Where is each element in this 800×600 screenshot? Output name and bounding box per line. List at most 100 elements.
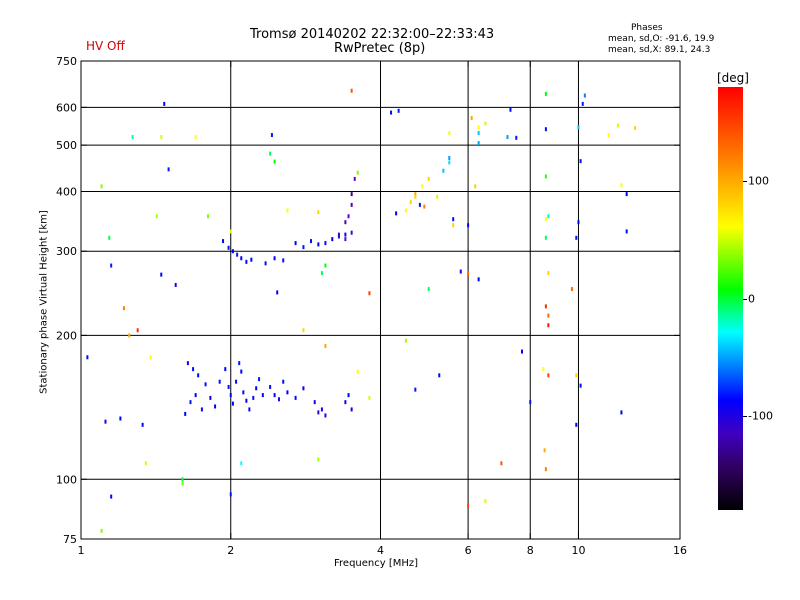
data-point xyxy=(224,367,227,372)
data-point-mark xyxy=(544,467,547,472)
data-point-mark xyxy=(542,367,545,372)
data-point-mark xyxy=(131,135,134,140)
data-point xyxy=(544,467,547,472)
data-point xyxy=(136,328,139,333)
data-point xyxy=(240,369,243,374)
data-point xyxy=(269,384,272,389)
data-point-mark xyxy=(544,91,547,96)
data-point-mark xyxy=(438,373,441,378)
data-point-mark xyxy=(579,383,582,388)
data-point-mark xyxy=(222,239,225,244)
data-point xyxy=(197,373,200,378)
data-point xyxy=(356,369,359,374)
data-point-mark xyxy=(625,229,628,234)
data-point-mark xyxy=(467,271,470,276)
data-point-mark xyxy=(108,235,111,240)
data-point xyxy=(231,401,234,406)
data-point xyxy=(474,184,477,189)
data-point xyxy=(100,528,103,533)
data-point xyxy=(110,494,113,499)
data-point-mark xyxy=(104,419,107,424)
data-point-mark xyxy=(414,387,417,392)
data-point xyxy=(607,133,610,138)
data-point xyxy=(579,383,582,388)
data-point-mark xyxy=(607,133,610,138)
data-point xyxy=(484,121,487,126)
data-point xyxy=(404,338,407,343)
data-point-mark xyxy=(344,400,347,405)
data-point xyxy=(390,110,393,115)
data-point xyxy=(250,257,253,262)
data-point xyxy=(144,461,147,466)
data-point-mark xyxy=(331,237,334,242)
y-axis-label: Stationary phase Virtual Height [km] xyxy=(38,210,50,394)
colorbar-tick-label: 0 xyxy=(748,292,755,305)
data-point-mark xyxy=(368,395,371,400)
data-point-mark xyxy=(448,156,451,161)
data-point xyxy=(174,282,177,287)
y-tick-label: 400 xyxy=(56,185,77,198)
data-point-mark xyxy=(294,395,297,400)
data-point-mark xyxy=(620,410,623,415)
x-tick-label: 8 xyxy=(527,544,534,557)
data-point xyxy=(273,159,276,164)
data-point-mark xyxy=(282,379,285,384)
data-point xyxy=(302,245,305,250)
data-point xyxy=(277,397,280,402)
data-point-mark xyxy=(261,393,264,398)
data-point-mark xyxy=(395,211,398,216)
data-point-mark xyxy=(231,249,234,254)
data-point-mark xyxy=(547,323,550,328)
data-point-mark xyxy=(547,313,550,318)
x-tick-label: 10 xyxy=(571,544,585,557)
data-point xyxy=(467,271,470,276)
phases-x-mode-stats: mean, sd,X: 89.1, 24.3 xyxy=(608,45,711,55)
data-point xyxy=(620,410,623,415)
data-point-mark xyxy=(286,208,289,213)
data-point xyxy=(264,261,267,266)
data-point xyxy=(414,194,417,199)
data-point xyxy=(86,355,89,360)
data-point xyxy=(245,398,248,403)
data-point xyxy=(131,135,134,140)
data-point-mark xyxy=(344,220,347,225)
grid-lines xyxy=(81,61,680,539)
data-point-mark xyxy=(477,141,480,146)
data-point xyxy=(317,410,320,415)
data-point-mark xyxy=(583,93,586,98)
data-point-mark xyxy=(500,461,503,466)
data-point-mark xyxy=(317,410,320,415)
data-point xyxy=(240,461,243,466)
data-point xyxy=(581,101,584,106)
data-point-mark xyxy=(459,269,462,274)
data-point xyxy=(427,176,430,181)
data-point xyxy=(347,393,350,398)
data-point xyxy=(575,422,578,427)
data-point-mark xyxy=(200,407,203,412)
data-point-mark xyxy=(240,369,243,374)
data-point xyxy=(575,373,578,378)
data-point xyxy=(350,88,353,93)
data-point-mark xyxy=(214,404,217,409)
data-point-mark xyxy=(579,159,582,164)
data-point xyxy=(337,232,340,237)
data-point-mark xyxy=(397,108,400,113)
data-point xyxy=(310,239,313,244)
data-point xyxy=(149,355,152,360)
data-point-mark xyxy=(448,160,451,165)
data-point xyxy=(509,107,512,112)
x-axis-label: Frequency [MHz] xyxy=(334,558,419,569)
data-point xyxy=(194,393,197,398)
data-point xyxy=(269,151,272,156)
data-point-mark xyxy=(350,192,353,197)
data-point xyxy=(625,192,628,197)
data-point xyxy=(248,407,251,412)
data-point xyxy=(570,287,573,292)
data-point-mark xyxy=(100,528,103,533)
data-point-mark xyxy=(520,349,523,354)
data-point-mark xyxy=(277,397,280,402)
colorbar-tick xyxy=(743,298,747,300)
data-point xyxy=(231,249,234,254)
data-point xyxy=(200,407,203,412)
data-point xyxy=(302,386,305,391)
